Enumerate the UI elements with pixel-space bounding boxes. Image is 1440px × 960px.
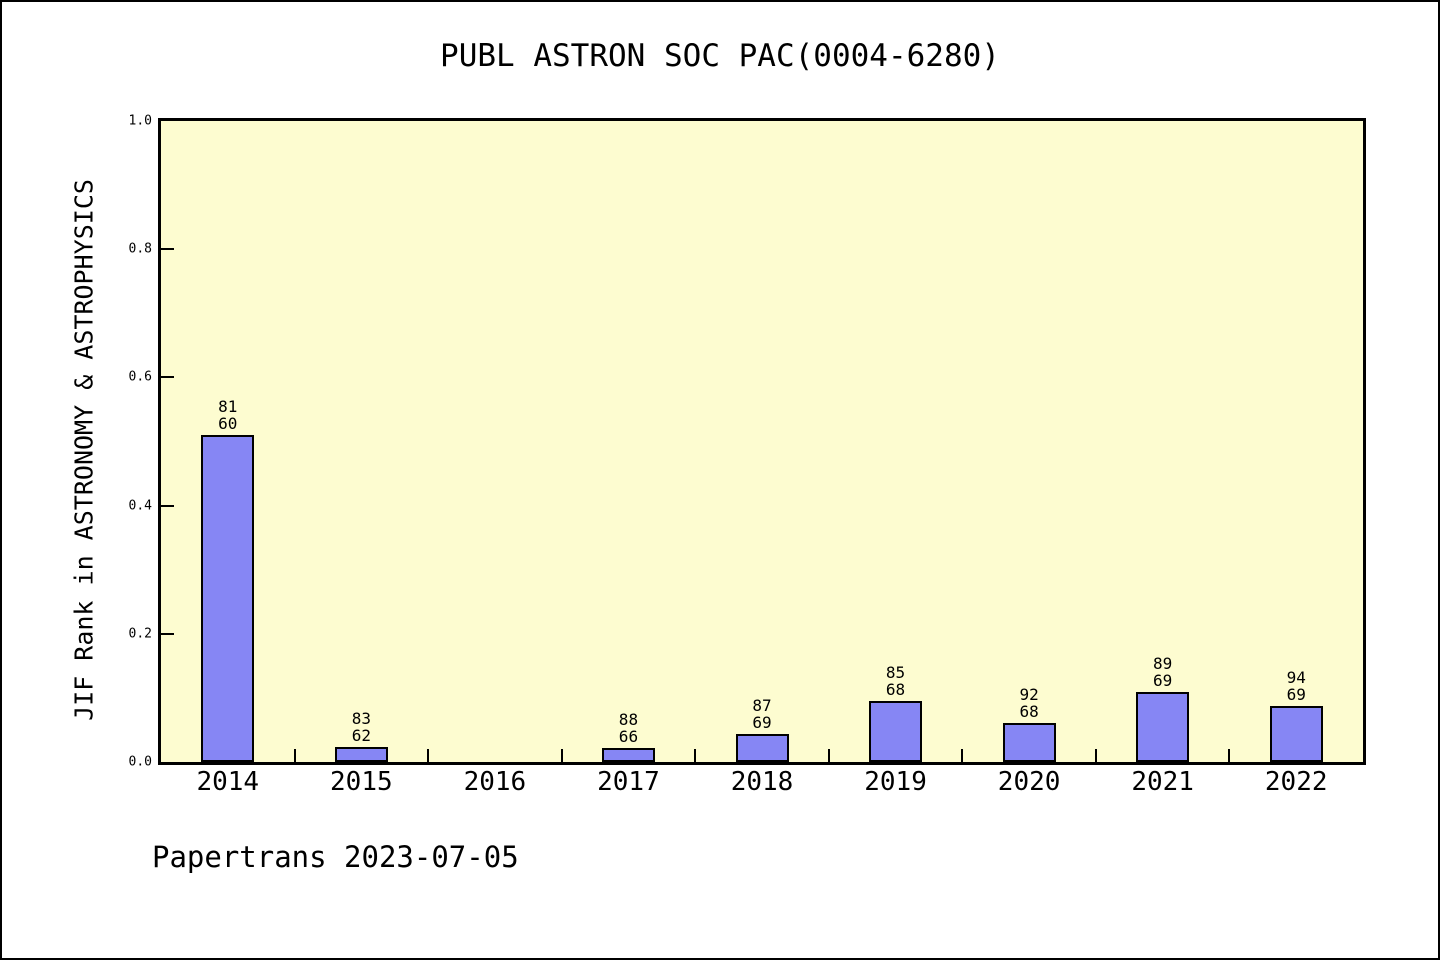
bar-2019 (869, 701, 923, 762)
bar-value-label-2014: 81 60 (218, 398, 237, 432)
bar-value-line: 92 (1019, 685, 1039, 704)
y-tick-label: 0.0 (128, 754, 152, 770)
x-tick-mark (293, 749, 296, 762)
bar-2021 (1136, 692, 1190, 762)
x-tick-label-2018: 2018 (730, 767, 794, 797)
x-tick-label-2016: 2016 (463, 767, 527, 797)
y-tick-label: 0.8 (128, 241, 152, 257)
footer-watermark: Papertrans 2023-07-05 (152, 840, 519, 874)
y-tick-label: 0.2 (128, 626, 152, 642)
x-tick-mark (1228, 749, 1231, 762)
bar-value-label-2022: 94 69 (1287, 669, 1306, 703)
x-tick-mark (427, 749, 430, 762)
bar-2014 (201, 435, 255, 762)
bar-value-line: 69 (1153, 671, 1173, 690)
x-tick-label-2014: 2014 (196, 767, 260, 797)
x-tick-label-2019: 2019 (864, 767, 927, 797)
plot-area: 81 60 83 62 88 66 87 69 85 68 92 68 89 69 94 69 (158, 118, 1366, 765)
bar-value-line: 69 (1286, 685, 1306, 704)
chart-title: PUBL ASTRON SOC PAC(0004-6280) (440, 38, 1000, 74)
bar-2022 (1269, 706, 1323, 762)
bar-value-label-2020: 92 68 (1019, 686, 1038, 720)
bar-value-label-2015: 83 62 (352, 710, 371, 744)
bar-value-line: 69 (752, 713, 772, 732)
x-tick-label-2020: 2020 (997, 767, 1061, 797)
x-tick-label-2015: 2015 (330, 767, 393, 797)
x-tick-label-2021: 2021 (1131, 767, 1194, 797)
x-tick-mark (1094, 749, 1097, 762)
x-tick-label-2022: 2022 (1264, 767, 1328, 797)
y-axis-title: JIF Rank in ASTRONOMY & ASTROPHYSICS (69, 179, 99, 721)
bar-value-line: 62 (351, 726, 371, 745)
bar-value-line: 68 (1019, 702, 1039, 721)
x-axis: 2014 2015 2016 2017 2018 2019 2020 2021 2022 (161, 767, 1363, 799)
bar-value-line: 85 (885, 663, 906, 682)
bar-value-label-2017: 88 66 (619, 711, 638, 745)
bar-2018 (735, 734, 789, 762)
bar-value-line: 83 (351, 709, 371, 728)
bar-value-line: 89 (1153, 654, 1173, 673)
x-tick-mark (694, 749, 697, 762)
bar-2017 (601, 748, 655, 762)
bar-2015 (334, 747, 388, 762)
bar-value-label-2021: 89 69 (1153, 655, 1172, 689)
bar-value-label-2018: 87 69 (752, 697, 771, 731)
y-tick-mark (161, 632, 174, 635)
bar-2020 (1002, 723, 1056, 762)
bar-value-line: 68 (885, 680, 906, 699)
y-tick-mark (161, 248, 174, 251)
y-tick-label: 0.6 (128, 369, 152, 385)
x-tick-label-2017: 2017 (597, 767, 660, 797)
bar-value-label-2019: 85 68 (886, 664, 905, 698)
x-tick-mark (560, 749, 563, 762)
bar-value-line: 87 (752, 696, 772, 715)
bar-value-line: 81 (218, 397, 238, 416)
x-tick-mark (827, 749, 830, 762)
y-tick-mark (161, 376, 174, 379)
bar-value-line: 94 (1286, 668, 1306, 687)
x-tick-mark (961, 749, 964, 762)
bar-value-line: 66 (618, 727, 639, 746)
y-tick-label: 1.0 (128, 113, 152, 129)
y-tick-label: 0.4 (128, 498, 152, 514)
bar-value-line: 88 (618, 710, 639, 729)
y-tick-mark (161, 504, 174, 507)
bar-value-line: 60 (218, 414, 238, 433)
